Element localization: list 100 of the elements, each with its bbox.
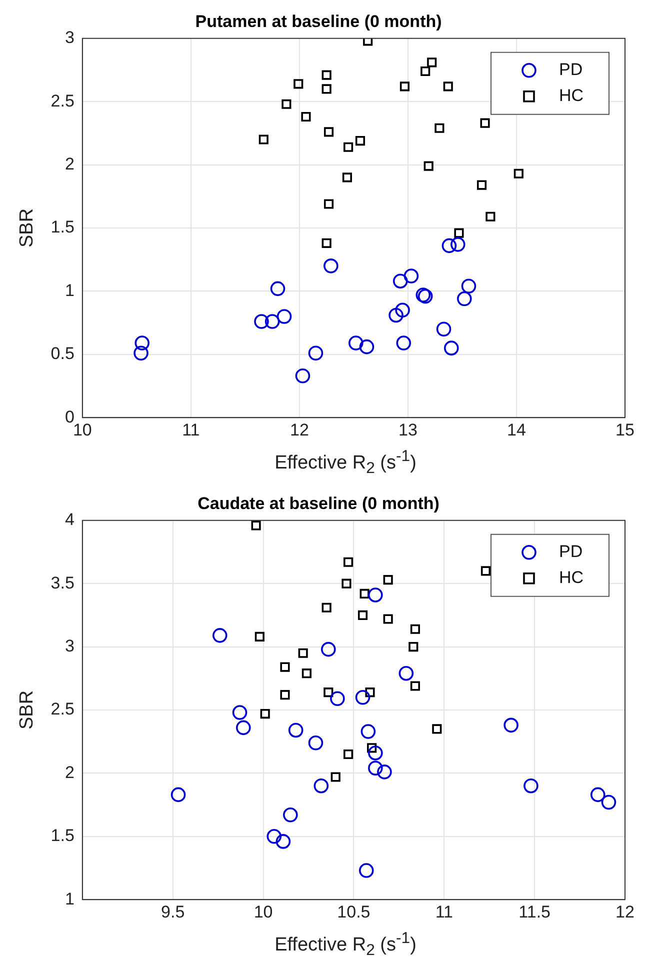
point (514, 168, 524, 178)
point (392, 274, 408, 288)
point (324, 688, 334, 698)
point (258, 134, 268, 144)
point (360, 589, 370, 599)
point (524, 778, 538, 794)
point (396, 336, 412, 350)
y-tick-label: 1 (64, 280, 74, 300)
point (308, 346, 324, 361)
x-axis-title: Effective R$_{2}$ (s$^{-1}$) (274, 929, 418, 962)
point (280, 690, 290, 700)
point (324, 258, 338, 274)
x-tick-label: 10 (254, 902, 273, 922)
point (308, 736, 324, 750)
point (444, 340, 459, 356)
x-tick-label: 11 (435, 902, 453, 922)
point (344, 557, 354, 568)
point (322, 70, 332, 80)
x-tick-label: 14 (507, 420, 526, 440)
point (358, 610, 368, 620)
legend-label: PD (559, 60, 583, 80)
x-tick-label: 13 (398, 420, 418, 440)
point (270, 281, 286, 296)
point (601, 794, 616, 810)
y-tick-label: 0 (64, 407, 74, 426)
point (322, 602, 332, 613)
y-tick-label: 3.5 (50, 573, 74, 592)
x-tick-label: 10.5 (337, 902, 370, 922)
point (368, 588, 383, 602)
point (480, 118, 490, 128)
legend-label: HC (559, 568, 584, 588)
y-axis-title: SBR (16, 690, 38, 730)
point (427, 58, 437, 68)
point (383, 614, 393, 624)
point (398, 666, 414, 681)
point (442, 238, 457, 254)
point (461, 278, 476, 294)
point (134, 346, 148, 361)
point (294, 79, 304, 89)
point (254, 632, 264, 642)
point (355, 136, 366, 146)
point (330, 691, 345, 706)
point (443, 82, 453, 92)
y-tick-label: 3 (64, 636, 74, 656)
x-tick-label: 12 (290, 420, 309, 440)
point (212, 628, 228, 643)
x-tick-label: 9.5 (161, 902, 185, 922)
point (276, 309, 292, 324)
point (322, 238, 332, 248)
y-tick-label: 2 (64, 763, 74, 782)
y-tick-label: 2.5 (50, 91, 74, 110)
point (360, 724, 376, 740)
point (400, 82, 410, 92)
point (170, 787, 186, 802)
point (434, 123, 444, 133)
point (298, 648, 308, 658)
point (330, 772, 340, 782)
point (410, 681, 420, 691)
point (410, 624, 420, 634)
point (368, 746, 383, 760)
point (280, 662, 290, 672)
point (358, 863, 374, 878)
point (486, 212, 496, 222)
y-tick-label: 2 (64, 154, 74, 174)
point (450, 237, 466, 252)
point (420, 66, 430, 76)
point (395, 302, 410, 318)
x-tick-label: 15 (616, 420, 634, 440)
legend-label: HC (559, 86, 584, 106)
point (363, 38, 373, 46)
point (134, 336, 150, 350)
point (359, 339, 374, 354)
y-tick-label: 4 (64, 510, 74, 530)
point (276, 834, 291, 849)
point (342, 172, 352, 182)
point (232, 705, 248, 720)
point (355, 690, 370, 705)
y-tick-label: 1.5 (50, 826, 74, 846)
point (260, 709, 270, 719)
point (295, 368, 310, 384)
point (342, 578, 352, 589)
point (480, 566, 491, 576)
y-tick-label: 0.5 (50, 344, 74, 364)
point (424, 161, 434, 171)
x-axis-title: Effective R$_{2}$ (s$^{-1}$) (274, 447, 418, 480)
point (324, 127, 334, 137)
x-tick-label: 10 (72, 420, 92, 440)
x-tick-label: 11 (182, 420, 200, 440)
chart-title: Putamen at baseline (0 month) (195, 12, 442, 31)
y-tick-label: 2.5 (50, 700, 74, 719)
point (454, 228, 464, 238)
point (282, 99, 292, 109)
x-tick-label: 12 (616, 902, 634, 922)
point (377, 764, 392, 780)
point (404, 268, 419, 284)
y-tick-label: 1.5 (50, 218, 74, 237)
point (236, 720, 251, 736)
chart-title: Caudate at baseline (0 month) (198, 494, 440, 514)
point (251, 520, 261, 530)
point (432, 724, 442, 734)
